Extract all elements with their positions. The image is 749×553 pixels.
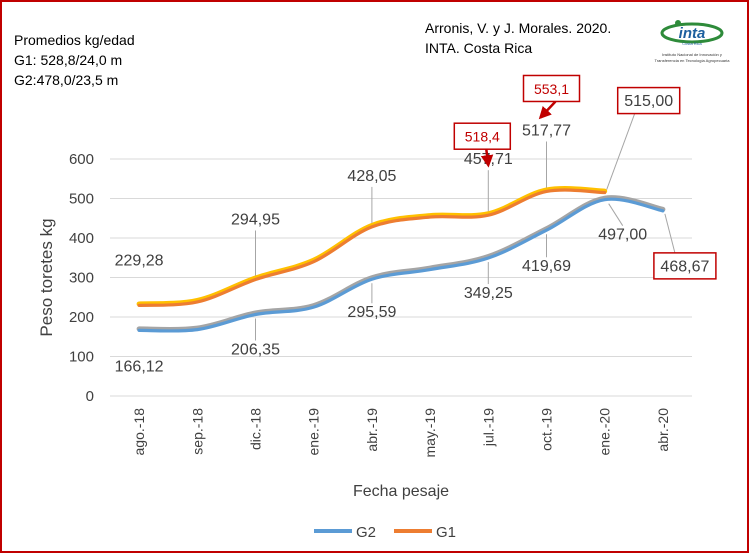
source-authors: Arronis, V. y J. Morales. 2020.: [425, 20, 612, 36]
inta-logo: inta Costa Rica Instituto Nacional de In…: [655, 20, 731, 63]
data-label-g2-oct19: 419,69: [522, 258, 571, 275]
data-label-g2-dic18: 206,35: [231, 341, 280, 358]
callout-arrow: [538, 100, 557, 120]
logo-caption-1: Instituto Nacional de Innovación y: [662, 52, 722, 57]
averages-title: Promedios kg/edad: [14, 32, 135, 48]
averages-g2: G2:478,0/23,5 m: [14, 72, 119, 88]
data-point: [255, 313, 256, 315]
averages-g1: G1: 528,8/24,0 m: [14, 52, 123, 68]
series-line: [137, 197, 665, 333]
data-point: [313, 306, 315, 308]
legend-item-g1: G1: [394, 524, 456, 541]
x-tick-label: oct.-19: [539, 408, 555, 451]
callout-g1-jul19-box: 518,4: [453, 122, 512, 168]
callout-g1-oct19-box: 553,1: [522, 74, 581, 120]
data-label-g2-abr19: 295,59: [347, 304, 396, 321]
callout-leader: [606, 113, 636, 190]
legend-item-g2: G2: [314, 524, 376, 541]
data-point: [604, 199, 606, 201]
callout-text: 468,67: [660, 258, 709, 275]
y-tick-label: 400: [69, 230, 94, 247]
data-label-g2-ago18: 166,12: [115, 358, 164, 375]
data-label-g1-dic18: 294,95: [231, 211, 280, 228]
x-tick-label: may.-19: [422, 408, 438, 458]
data-label-g1-oct19: 517,77: [522, 122, 571, 139]
averages-note: Promedios kg/edad G1: 528,8/24,0 m G2:47…: [14, 30, 135, 90]
y-tick-label: 300: [69, 270, 94, 287]
logo-wordmark: inta: [679, 25, 706, 42]
data-point: [138, 329, 140, 331]
data-point: [604, 192, 606, 194]
data-point: [196, 301, 198, 303]
callout-text: 515,00: [624, 93, 673, 110]
logo-caption-2: Transferencia en Tecnología Agropecuaria: [655, 58, 731, 63]
legend-label: G1: [436, 524, 456, 541]
legend: G2 G1: [314, 524, 456, 541]
data-point: [429, 269, 431, 271]
source-institution: INTA. Costa Rica: [425, 40, 533, 56]
data-point: [196, 329, 198, 331]
data-point: [138, 304, 140, 306]
data-label-g1-abr19: 428,05: [347, 168, 396, 185]
data-point: [546, 190, 547, 192]
x-tick-label: abr.-19: [364, 408, 380, 452]
callout-box: [522, 74, 581, 103]
y-tick-label: 100: [69, 349, 94, 366]
data-point: [662, 210, 664, 212]
y-tick-label: 200: [69, 309, 94, 326]
y-axis-title: Peso toretes kg: [37, 218, 56, 336]
callout-g1-ene20-box: 515,00: [606, 86, 681, 190]
data-point: [255, 278, 256, 280]
legend-label: G2: [356, 524, 376, 541]
data-label-g2-ene20: 497,00: [598, 227, 647, 244]
callout-g2-abr20-box: 468,67: [653, 213, 717, 280]
callout-box: [453, 122, 512, 150]
label-leader: [608, 203, 624, 226]
x-tick-label: jul.-19: [480, 408, 496, 447]
callout-arrow: [480, 149, 494, 168]
x-tick-label: sep.-18: [189, 408, 205, 455]
y-tick-label: 0: [86, 388, 94, 405]
data-point: [487, 214, 489, 216]
logo-country: Costa Rica: [682, 41, 702, 46]
data-label-g1-ago18: 229,28: [115, 252, 164, 269]
x-tick-label: ago.-18: [131, 408, 147, 456]
x-axis-title: Fecha pesaje: [353, 483, 449, 500]
callout-leader: [664, 213, 676, 253]
callout-box: [616, 86, 681, 115]
x-tick-label: ene.-20: [597, 408, 613, 456]
data-label-g2-jul19: 349,25: [464, 285, 513, 302]
data-point: [429, 216, 431, 218]
x-tick-label: dic.-18: [248, 408, 264, 450]
series-g2: [136, 195, 666, 333]
series-g1: [136, 186, 608, 308]
data-point: [487, 257, 489, 259]
y-tick-label: 500: [69, 191, 94, 208]
data-point: [371, 278, 373, 280]
data-point: [371, 226, 373, 228]
callout-text: 518,4: [465, 129, 500, 145]
x-tick-label: abr.-20: [655, 408, 671, 452]
data-point: [546, 229, 547, 231]
source-note: Arronis, V. y J. Morales. 2020. INTA. Co…: [425, 18, 611, 58]
y-tick-label: 600: [69, 151, 94, 168]
callout-box: [653, 252, 717, 280]
data-point: [313, 261, 315, 263]
x-tick-label: ene.-19: [306, 408, 322, 456]
callout-text: 553,1: [534, 81, 569, 97]
